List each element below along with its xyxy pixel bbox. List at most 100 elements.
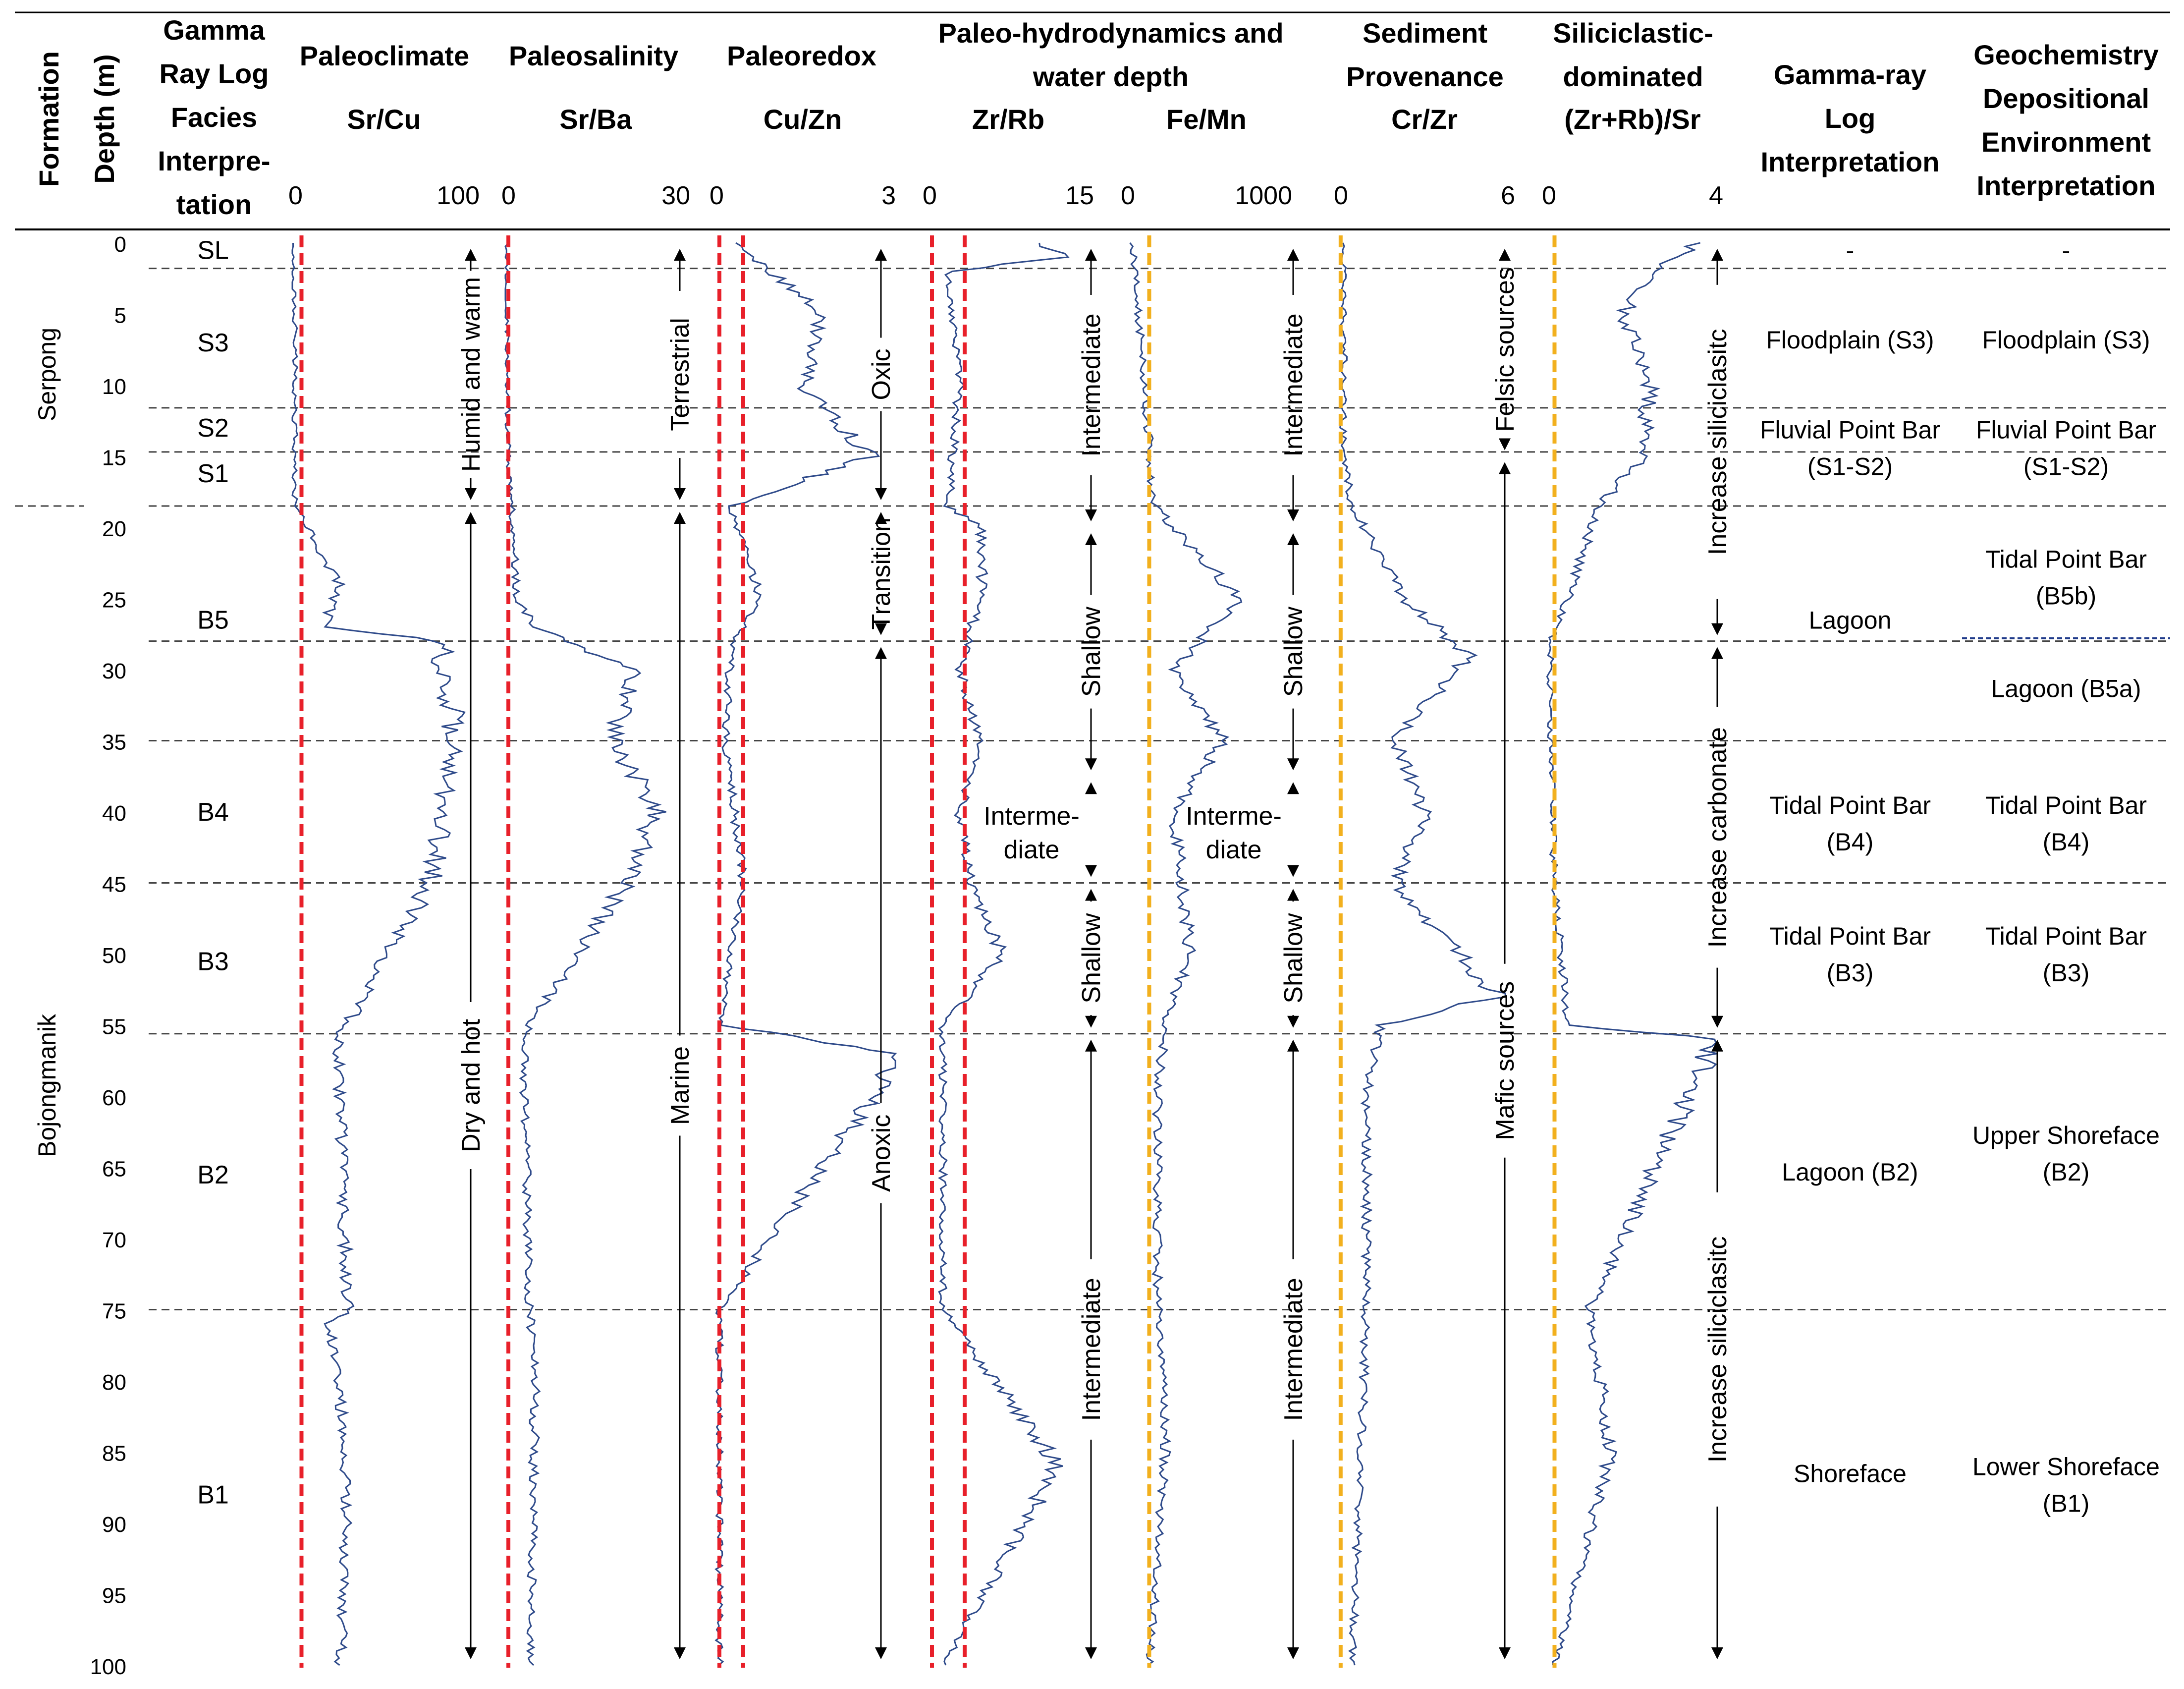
panel-xtick-min-p3: 0 xyxy=(710,181,724,210)
arrow-p7-0: Increase siliciclasitc xyxy=(1703,249,1732,635)
depth-tick-label: 0 xyxy=(114,232,126,257)
geo-interp-label-3-1: (B5b) xyxy=(2036,582,2096,610)
panel-title-p7: (Zr+Rb)/Sr xyxy=(1564,104,1700,135)
depth-tick-label: 10 xyxy=(102,375,126,399)
arrow-p2-0: Terrestrial xyxy=(666,249,695,500)
depth-tick-label: 15 xyxy=(102,446,126,470)
gr-interp-header-3: Interpretation xyxy=(1761,146,1940,177)
arrow-head-up xyxy=(1085,889,1097,901)
geo-interp-label-8-1: (B1) xyxy=(2043,1490,2089,1518)
arrow-label: Mafic sources xyxy=(1491,981,1520,1140)
gr-interp-label-1-0: Floodplain (S3) xyxy=(1766,326,1934,354)
panel-p6: Cr/Zr 0 6 Felsic sources Mafic sources xyxy=(1334,104,1520,1668)
arrow-head-down xyxy=(674,1647,686,1659)
facies-label-s3: S3 xyxy=(197,329,229,357)
arrow-head-up xyxy=(1499,462,1511,474)
arrow-head-down xyxy=(1085,758,1097,771)
arrow-p4-3: Shallow xyxy=(1077,889,1106,1028)
arrow-head-up xyxy=(1711,647,1723,659)
arrow-p4-0: Intermediate xyxy=(1077,249,1106,521)
arrow-p6-1: Mafic sources xyxy=(1491,462,1520,1659)
arrow-label: Shallow xyxy=(1279,913,1308,1004)
arrow-label: Humid and warm xyxy=(457,277,486,472)
arrow-label: Increase siliciclasitc xyxy=(1703,1237,1732,1463)
provenance-header-1: Sediment xyxy=(1363,17,1487,49)
gr-facies-header-2: Ray Log xyxy=(160,58,269,89)
gr-facies-header-1: Gamma xyxy=(163,14,265,46)
arrow-head-down xyxy=(875,488,887,500)
panel-xtick-min-p1: 0 xyxy=(288,181,303,210)
gr-facies-header-3: Facies xyxy=(171,102,257,133)
hydro-header-1: Paleo-hydrodynamics and xyxy=(938,17,1283,49)
arrow-label: Shallow xyxy=(1077,607,1106,697)
arrow-label: Intermediate xyxy=(1077,1278,1106,1421)
geo-interp-label-1-0: Floodplain (S3) xyxy=(1982,326,2150,354)
gr-interp-header-2: Log xyxy=(1825,103,1876,134)
arrow-p5-0: Intermediate xyxy=(1279,249,1308,521)
panel-xtick-min-p4: 0 xyxy=(923,181,937,210)
panel-p5: Fe/Mn 0 1000 Intermediate Shallow Interme-dia… xyxy=(1121,104,1308,1668)
arrow-head-up xyxy=(1287,533,1299,545)
panel-xtick-max-p7: 4 xyxy=(1709,181,1723,210)
arrow-head-up xyxy=(1499,249,1511,261)
arrow-head-up xyxy=(875,511,887,524)
arrow-head-down xyxy=(1287,509,1299,521)
arrow-head-down xyxy=(465,1647,477,1659)
arrow-head-down xyxy=(1085,865,1097,877)
arrow-label-line-2: diate xyxy=(1004,836,1060,864)
geo-interp-label-7-0: Upper Shoreface xyxy=(1972,1122,2160,1149)
series-line-p5 xyxy=(1129,242,1243,1666)
arrow-head-down xyxy=(1287,1015,1299,1028)
gr-interp-header-1: Gamma-ray xyxy=(1774,59,1926,90)
arrow-head-up xyxy=(1287,889,1299,901)
geo-interp-header-3: Environment xyxy=(1981,126,2151,158)
arrow-head-up xyxy=(1085,1039,1097,1052)
arrow-head-up xyxy=(1287,1039,1299,1052)
arrow-p5-4: Intermediate xyxy=(1279,1039,1308,1659)
panel-title-p1: Sr/Cu xyxy=(347,104,421,135)
arrow-head-up xyxy=(1711,1039,1723,1052)
panel-p3: Cu/Zn 0 3 Oxic Transition Anoxic xyxy=(710,104,897,1668)
geo-interp-header-1: Geochemistry xyxy=(1973,39,2159,70)
depth-tick-label: 100 xyxy=(90,1655,126,1679)
arrow-p1-1: Dry and hot xyxy=(457,511,486,1659)
arrow-p5-3: Shallow xyxy=(1279,889,1308,1028)
arrow-label: Felsic sources xyxy=(1491,267,1520,432)
arrow-head-up xyxy=(465,249,477,261)
geo-interp-label-5-1: (B4) xyxy=(2043,828,2089,856)
panel-xtick-max-p3: 3 xyxy=(881,181,896,210)
arrow-head-up xyxy=(1287,782,1299,794)
arrow-label: Dry and hot xyxy=(457,1019,486,1152)
arrow-head-down xyxy=(1711,1647,1723,1659)
panel-p2: Sr/Ba 0 30 Terrestrial Marine xyxy=(501,104,695,1668)
arrow-label-line-1: Interme- xyxy=(1186,802,1282,831)
arrow-head-up xyxy=(1711,249,1723,261)
arrow-label: Anoxic xyxy=(867,1115,896,1192)
paleosalinity-header: Paleosalinity xyxy=(509,40,678,71)
gr-interp-label-5-1: (B3) xyxy=(1827,959,1873,987)
facies-label-b1: B1 xyxy=(197,1481,229,1510)
geo-interp-label-4-0: Lagoon (B5a) xyxy=(1991,675,2141,702)
depth-tick-label: 50 xyxy=(102,944,126,968)
arrow-head-down xyxy=(465,488,477,500)
formation-name-bojongmanik: Bojongmanik xyxy=(33,1013,61,1157)
panel-title-p5: Fe/Mn xyxy=(1166,104,1247,135)
formation-header: Formation xyxy=(33,51,64,187)
arrow-head-down xyxy=(1499,438,1511,450)
arrow-head-up xyxy=(465,511,477,524)
panel-p4: Zr/Rb 0 15 Intermediate Shallow Interme-diate… xyxy=(923,104,1106,1668)
series-line-p6 xyxy=(1339,242,1507,1666)
arrow-head-down xyxy=(1085,1647,1097,1659)
series-line-p4 xyxy=(937,242,1070,1666)
arrow-head-down xyxy=(1287,758,1299,771)
gr-interp-label-0-0: - xyxy=(1846,236,1855,264)
arrow-label: Oxic xyxy=(867,348,896,400)
facies-label-s2: S2 xyxy=(197,414,229,443)
panel-p1: Sr/Cu 0 100 Humid and warm Dry and hot xyxy=(288,104,486,1668)
arrow-p5-2: Interme-diate xyxy=(1186,782,1299,877)
panel-title-p3: Cu/Zn xyxy=(764,104,842,135)
gr-interp-label-2-1: (S1-S2) xyxy=(1807,452,1893,480)
header-row: Formation Depth (m) Gamma Ray Log Facies… xyxy=(33,14,2159,220)
interpretation-columns: - Floodplain (S3) Fluvial Point Bar (S1-S2)… xyxy=(1760,236,2170,1518)
